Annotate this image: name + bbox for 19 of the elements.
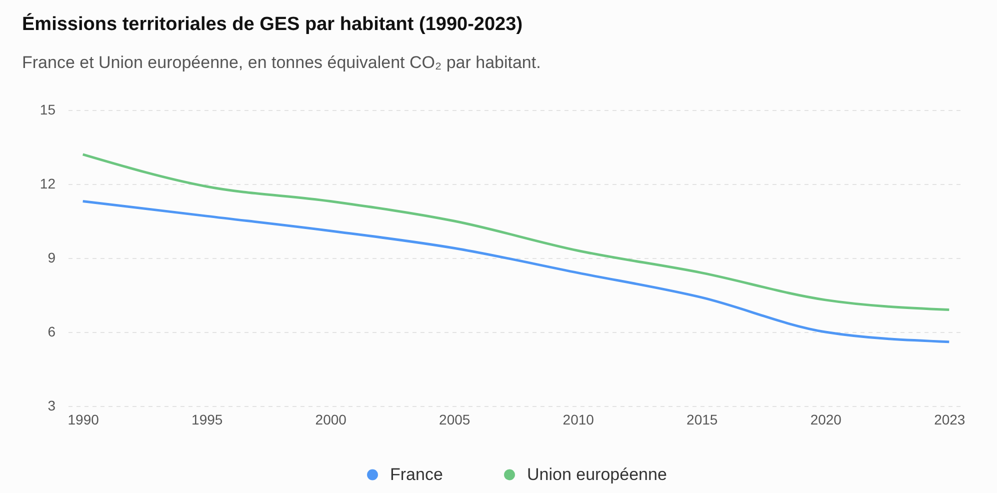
- legend-label: France: [390, 464, 443, 484]
- y-tick-label: 15: [40, 102, 56, 118]
- x-tick-label: 2020: [810, 412, 842, 428]
- chart-subtitle: France et Union européenne, en tonnes équivalent CO₂ par habitant.: [22, 53, 541, 72]
- line-series: [82, 153, 950, 312]
- y-tick-label: 12: [40, 176, 56, 192]
- y-tick-label: 3: [48, 398, 56, 414]
- y-tick-label: 9: [48, 250, 56, 266]
- x-tick-label: 2005: [439, 412, 470, 428]
- x-tick-label: 2000: [315, 412, 347, 428]
- legend-label: Union européenne: [527, 464, 667, 484]
- y-tick-label: 6: [48, 324, 56, 340]
- line-series: [82, 200, 950, 344]
- x-tick-label: 1990: [68, 412, 100, 428]
- x-tick-label: 2010: [562, 412, 594, 428]
- chart-title: Émissions territoriales de GES par habitant (1990-2023): [22, 13, 523, 35]
- x-tick-label: 2023: [934, 412, 966, 428]
- x-tick-label: 1995: [192, 412, 223, 428]
- x-tick-label: 2015: [686, 412, 718, 428]
